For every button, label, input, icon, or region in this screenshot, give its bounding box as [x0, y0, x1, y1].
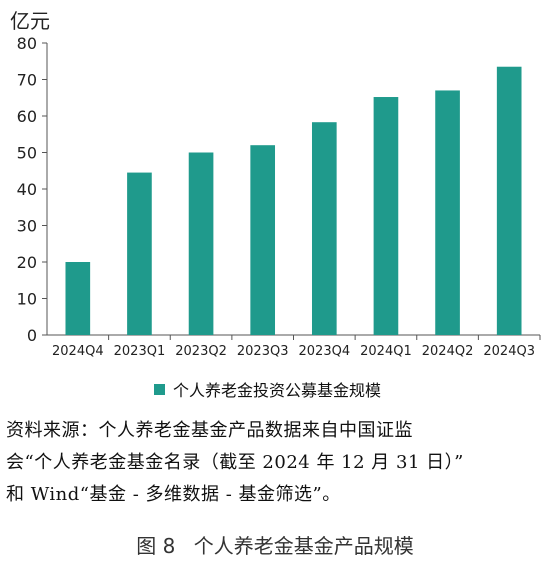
bar	[311, 122, 337, 335]
bar	[435, 90, 460, 335]
y-tick-label: 0	[27, 326, 37, 345]
source-note-line-2: 会“个人养老金基金名录（截至 2024 年 12 月 31 日）”	[6, 452, 464, 473]
figure-number: 图 8	[136, 534, 176, 558]
y-tick-label: 20	[17, 253, 37, 272]
bar	[188, 152, 214, 335]
bar	[65, 262, 91, 335]
x-tick-label: 2023Q4	[299, 344, 351, 359]
figure-caption: 图 8 个人养老金基金产品规模	[0, 530, 550, 559]
bar	[496, 66, 522, 335]
x-tick-label: 2024Q4	[52, 344, 104, 359]
x-tick-label: 2024Q1	[360, 344, 412, 359]
bar	[373, 97, 399, 336]
y-tick-label: 50	[17, 144, 37, 163]
y-tick-label: 60	[17, 107, 37, 126]
x-tick-label: 2024Q3	[483, 344, 535, 359]
y-axis-unit-label: 亿元	[10, 9, 50, 33]
y-tick-label: 30	[17, 217, 37, 236]
x-tick-label: 2024Q2	[422, 344, 474, 359]
source-note: 资料来源：个人养老金基金产品数据来自中国证监 会“个人养老金基金名录（截至 20…	[6, 415, 546, 511]
y-tick-label: 40	[17, 180, 37, 199]
x-tick-label: 2023Q2	[175, 344, 227, 359]
bar-chart: 0 10 20 30 40 50 60 70 80 2024Q4 2023Q1 2023Q2 2023Q…	[17, 34, 541, 359]
legend-label: 个人养老金投资公募基金规模	[173, 381, 382, 400]
bar	[250, 145, 276, 335]
y-tick-label: 70	[17, 71, 37, 90]
y-tick-label: 10	[17, 290, 37, 309]
source-note-line-3: 和 Wind“基金 - 多维数据 - 基金筛选”。	[6, 484, 341, 505]
legend-swatch	[154, 383, 165, 395]
legend: 个人养老金投资公募基金规模	[154, 378, 381, 400]
source-note-line-1: 资料来源：个人养老金基金产品数据来自中国证监	[6, 420, 413, 441]
x-tick-label: 2023Q3	[237, 344, 289, 359]
figure-title: 个人养老金基金产品规模	[193, 534, 414, 558]
y-tick-label: 80	[17, 34, 37, 53]
x-tick-label: 2023Q1	[114, 344, 166, 359]
bar	[127, 172, 152, 335]
